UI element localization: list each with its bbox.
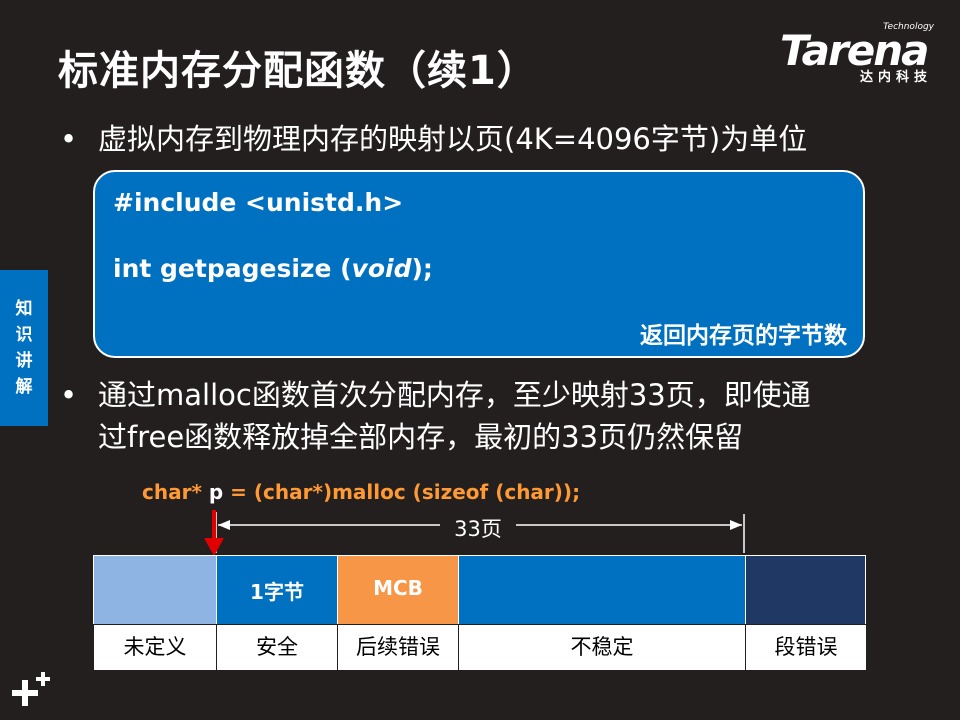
bullet-text-line2: 过free函数释放掉全部内存，最初的33页仍然保留: [98, 420, 744, 454]
memory-segment: [93, 555, 216, 624]
side-tab[interactable]: 知 识 讲 解: [0, 270, 48, 426]
code-include-line: #include <unistd.h>: [113, 188, 404, 217]
code-signature-prefix: int getpagesize (: [113, 254, 352, 283]
span-arrow-left-head: [218, 520, 230, 530]
malloc-code-suffix: = (char*)malloc (sizeof (char));: [223, 480, 581, 504]
bullet-marker: •: [60, 122, 78, 156]
memory-segment: MCB: [337, 555, 458, 624]
side-tab-char: 识: [15, 325, 33, 345]
memory-segment-caption: 未定义: [93, 625, 216, 670]
malloc-code-pointer: p: [208, 480, 224, 504]
bullet-marker: •: [60, 378, 78, 412]
code-box: #include <unistd.h> int getpagesize (voi…: [93, 170, 865, 358]
logo-technology-text: Technology: [883, 22, 934, 32]
side-tab-label: 知 识 讲 解: [0, 296, 48, 400]
logo-chinese-name: 达内科技: [859, 70, 932, 85]
tarena-logo: Technology Tarena 达内科技: [780, 22, 948, 85]
memory-segment-caption: 后续错误: [337, 625, 458, 670]
plus-logo-icon: [8, 668, 52, 712]
malloc-code: char* p = (char*)malloc (sizeof (char));: [142, 480, 580, 504]
bullet-text-line1: 通过malloc函数首次分配内存，至少映射33页，即使通: [98, 378, 811, 412]
memory-segment-label: 1字节: [250, 580, 304, 604]
memory-segment: [745, 555, 866, 624]
span-33-pages-label: 33页: [440, 513, 516, 543]
memory-segment-caption: 安全: [216, 625, 337, 670]
memory-segment-caption: 段错误: [745, 625, 866, 670]
memory-segment: [458, 555, 745, 624]
pointer-arrow-head: [204, 538, 224, 556]
logo-wordmark: Tarena: [780, 26, 929, 75]
memory-segment-label: MCB: [373, 576, 423, 600]
code-return-note: 返回内存页的字节数: [640, 323, 847, 349]
span-arrow-right-head: [730, 520, 742, 530]
code-void-keyword: void: [351, 254, 412, 283]
code-signature-line: int getpagesize (void);: [113, 254, 433, 283]
side-tab-char: 知: [15, 299, 33, 319]
side-tab-char: 讲: [15, 351, 33, 371]
memory-segment: 1字节: [216, 555, 337, 624]
bullet-text: 虚拟内存到物理内存的映射以页(4K=4096字节)为单位: [98, 122, 808, 156]
malloc-code-prefix: char*: [142, 480, 209, 504]
memory-segment-caption: 不稳定: [458, 625, 745, 670]
slide-title: 标准内存分配函数（续1）: [58, 48, 538, 94]
code-signature-suffix: );: [411, 254, 433, 283]
side-tab-char: 解: [15, 377, 33, 397]
